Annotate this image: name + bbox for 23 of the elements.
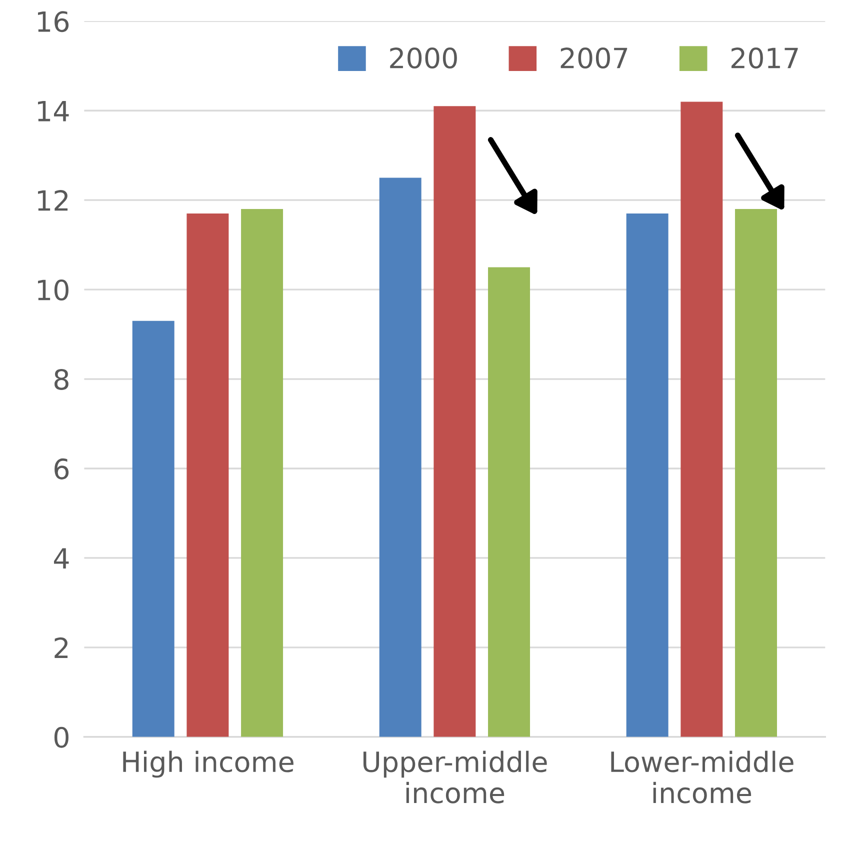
bar	[680, 102, 723, 737]
x-tick-label: Upper-middle income	[363, 750, 547, 804]
y-tick-label: 2	[54, 637, 68, 658]
bar	[434, 106, 476, 737]
bar	[241, 209, 284, 737]
y-tick-label: 0	[54, 726, 68, 748]
legend-label: 2017	[732, 48, 798, 69]
y-tick-label: 16	[38, 11, 69, 32]
y-tick-label: 4	[54, 548, 69, 569]
bar	[132, 320, 174, 737]
y-tick-label: 14	[38, 100, 69, 122]
legend-label: 2000	[390, 48, 457, 69]
x-tick-label: Lower-middle income	[611, 750, 794, 804]
legend-label: 2007	[560, 48, 628, 69]
y-tick-label: 6	[54, 458, 69, 480]
bar	[379, 178, 422, 737]
bar	[488, 267, 530, 737]
y-tick-label: 12	[38, 190, 68, 211]
bar	[626, 214, 668, 737]
x-tick-label: High income	[123, 750, 294, 778]
bar	[186, 214, 229, 737]
y-tick-label: 8	[54, 368, 68, 390]
y-tick-label: 10	[38, 280, 68, 301]
